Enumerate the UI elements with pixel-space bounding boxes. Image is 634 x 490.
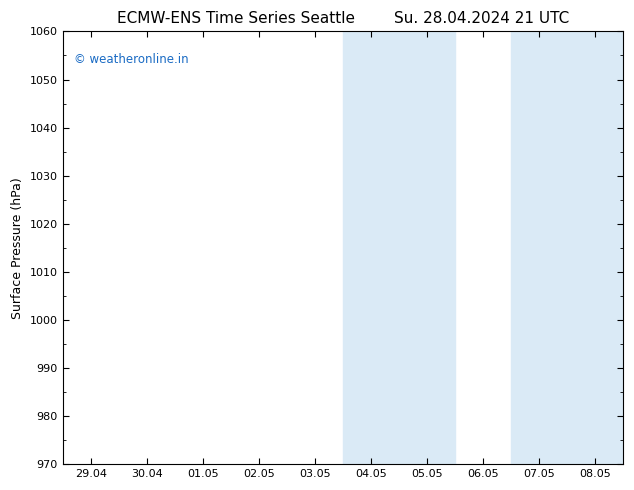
Bar <box>343 31 455 464</box>
Y-axis label: Surface Pressure (hPa): Surface Pressure (hPa) <box>11 177 24 318</box>
Text: © weatheronline.in: © weatheronline.in <box>74 53 188 66</box>
Bar <box>511 31 623 464</box>
Title: ECMW-ENS Time Series Seattle        Su. 28.04.2024 21 UTC: ECMW-ENS Time Series Seattle Su. 28.04.2… <box>117 11 569 26</box>
